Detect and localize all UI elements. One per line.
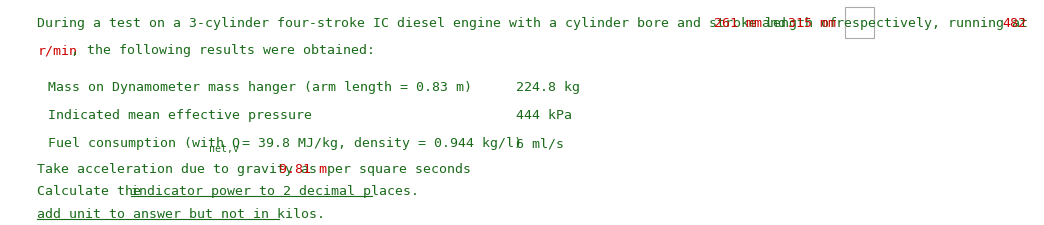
Text: and: and [755, 17, 794, 30]
Text: 6 ml/s: 6 ml/s [516, 137, 564, 150]
Text: 224.8 kg: 224.8 kg [516, 81, 579, 94]
Text: Fuel consumption (with Q: Fuel consumption (with Q [48, 137, 240, 150]
Text: 482: 482 [1002, 17, 1026, 30]
Text: r/min: r/min [38, 44, 77, 57]
Text: per square seconds: per square seconds [318, 163, 471, 176]
Text: Indicated mean effective pressure: Indicated mean effective pressure [48, 109, 312, 122]
Text: indicator power to 2 decimal places.: indicator power to 2 decimal places. [132, 185, 420, 198]
Text: Mass on Dynamometer mass hanger (arm length = 0.83 m): Mass on Dynamometer mass hanger (arm len… [48, 81, 472, 94]
Text: 315 mm: 315 mm [788, 17, 836, 30]
Text: , the following results were obtained:: , the following results were obtained: [71, 44, 375, 57]
Text: respectively, running at: respectively, running at [828, 17, 1036, 30]
Text: add unit to answer but not in kilos.: add unit to answer but not in kilos. [38, 208, 326, 221]
Text: 9.81 m: 9.81 m [279, 163, 327, 176]
Bar [846, 7, 874, 38]
Text: During a test on a 3-cylinder four-stroke IC diesel engine with a cylinder bore : During a test on a 3-cylinder four-strok… [38, 17, 846, 30]
Text: Take acceleration due to gravity as: Take acceleration due to gravity as [38, 163, 326, 176]
Text: = 39.8 MJ/kg, density = 0.944 kg/l): = 39.8 MJ/kg, density = 0.944 kg/l) [234, 137, 522, 150]
Text: 261 mm: 261 mm [714, 17, 762, 30]
Text: 444 kPa: 444 kPa [516, 109, 572, 122]
Text: net,v: net,v [209, 144, 239, 154]
Text: Calculate the: Calculate the [38, 185, 149, 198]
